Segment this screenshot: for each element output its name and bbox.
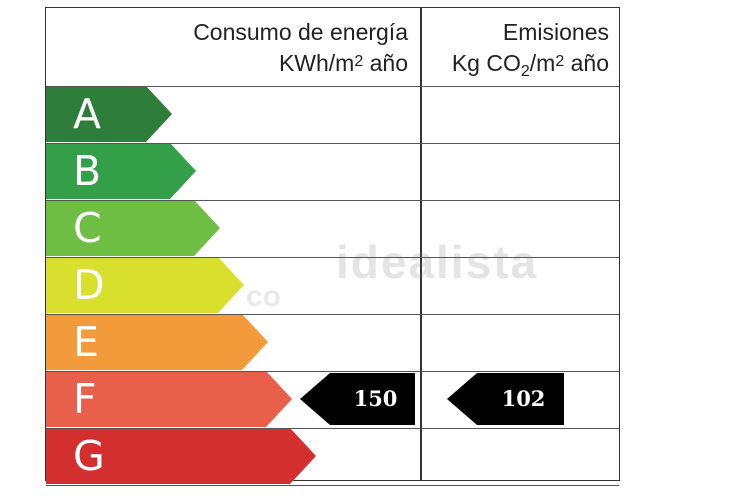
rating-row-b: B <box>46 143 420 200</box>
row-divider <box>46 257 619 258</box>
rating-row-e: E <box>46 314 420 371</box>
rating-arrow-g <box>46 428 316 484</box>
rating-arrow-f <box>46 371 292 427</box>
rating-letter: D <box>73 261 105 309</box>
rating-arrow-b <box>46 143 196 199</box>
column-divider <box>420 8 422 480</box>
emissions-header: Emisiones Kg CO2/m2 año <box>422 8 619 86</box>
rating-arrow-a <box>46 86 172 142</box>
row-divider <box>46 428 619 429</box>
emissions-title: Emisiones <box>502 19 609 45</box>
row-divider <box>46 200 619 201</box>
row-divider <box>46 371 619 372</box>
row-divider <box>46 485 619 486</box>
emissions-indicator-arrow <box>447 373 564 425</box>
rating-row-d: D <box>46 257 420 314</box>
row-divider <box>46 86 619 87</box>
rating-row-f: F <box>46 371 420 428</box>
energy-consumption-unit: KWh/m2 año <box>278 50 408 76</box>
rating-letter: B <box>73 147 102 195</box>
row-divider <box>46 143 619 144</box>
emissions-unit: Kg CO2/m2 año <box>451 50 609 80</box>
energy-indicator-arrow <box>300 373 415 425</box>
rating-row-a: A <box>46 86 420 143</box>
rating-arrow-c <box>46 200 220 256</box>
energy-label-table: Consumo de energía KWh/m2 año Emisiones … <box>45 7 620 486</box>
rating-row-c: C <box>46 200 420 257</box>
rating-row-g: G <box>46 428 420 485</box>
emissions-indicator-value: 102 <box>501 386 546 411</box>
energy-indicator: 150 <box>300 373 415 425</box>
rating-letter: A <box>73 90 102 138</box>
rating-letter: F <box>73 375 97 423</box>
emissions-indicator: 102 <box>447 373 564 425</box>
rating-arrow-e <box>46 314 268 370</box>
energy-consumption-title: Consumo de energía <box>193 19 408 45</box>
rating-letter: G <box>73 432 105 480</box>
energy-indicator-value: 150 <box>353 386 398 411</box>
rating-letter: E <box>73 318 99 366</box>
rating-arrow-d <box>46 257 244 313</box>
row-divider <box>46 314 619 315</box>
energy-consumption-header: Consumo de energía KWh/m2 año <box>46 8 420 86</box>
rating-letter: C <box>73 204 102 252</box>
